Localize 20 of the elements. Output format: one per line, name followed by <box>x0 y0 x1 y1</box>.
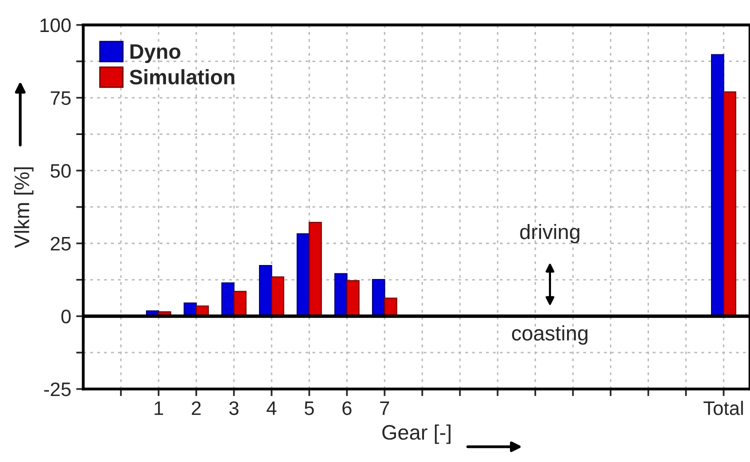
y-axis-title: Vlkm [%] <box>14 167 34 248</box>
y-tick-label: 75 <box>50 91 71 105</box>
x-tick-label: Total <box>704 400 743 416</box>
x-tick-label: 7 <box>380 402 390 415</box>
y-tick-label: 0 <box>61 310 71 324</box>
annotation: driving <box>520 224 580 244</box>
y-tick-label: -25 <box>44 382 71 396</box>
y-tick-label: 25 <box>50 236 71 251</box>
x-tick-label: 4 <box>266 402 276 415</box>
x-tick-label: 1 <box>154 402 164 415</box>
y-tick-label: 50 <box>50 164 71 178</box>
legend-label: Simulation <box>130 69 234 84</box>
x-tick-label: 5 <box>304 402 314 416</box>
legend-label: Dyno <box>130 44 180 64</box>
y-tick-label: 100 <box>40 18 71 32</box>
x-tick-label: 6 <box>342 401 352 416</box>
x-axis-title: Gear [-] <box>382 424 450 444</box>
annotation: coasting <box>512 325 588 345</box>
x-tick-label: 2 <box>192 401 201 415</box>
x-tick-label: 3 <box>229 401 238 416</box>
